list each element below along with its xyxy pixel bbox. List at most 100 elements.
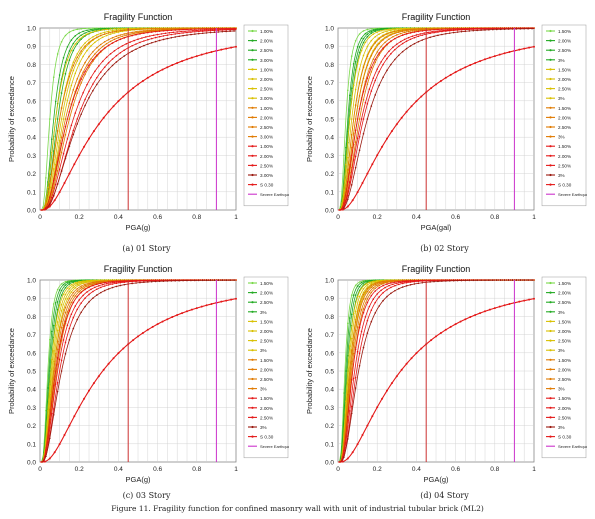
series-point bbox=[86, 281, 88, 284]
series-point bbox=[346, 205, 349, 208]
y-tick-label: 0.1 bbox=[325, 189, 334, 196]
series-point bbox=[188, 30, 190, 32]
series-point bbox=[382, 299, 384, 302]
series-point bbox=[362, 291, 365, 294]
series-point bbox=[107, 362, 110, 365]
series-point bbox=[209, 279, 212, 282]
series-point bbox=[72, 129, 75, 132]
series-point bbox=[80, 311, 82, 314]
series-point bbox=[225, 29, 227, 31]
series-point bbox=[60, 136, 63, 139]
series-point bbox=[354, 348, 357, 351]
series-point bbox=[56, 183, 59, 185]
x-tick-label: 0 bbox=[38, 214, 42, 221]
legend-label: 2.00% bbox=[558, 154, 571, 159]
series-point bbox=[419, 33, 422, 35]
series-point bbox=[459, 68, 462, 71]
series-point bbox=[437, 280, 439, 283]
legend-marker bbox=[549, 349, 552, 352]
series-point bbox=[354, 387, 357, 389]
series-point bbox=[382, 284, 384, 287]
series-point bbox=[415, 34, 418, 36]
series-point bbox=[368, 88, 371, 90]
series-point bbox=[143, 40, 145, 42]
series-point bbox=[493, 307, 496, 310]
series-point bbox=[147, 279, 149, 282]
legend-label: 3% bbox=[260, 387, 267, 392]
series-point bbox=[150, 27, 153, 30]
series-point bbox=[464, 30, 467, 33]
series-point bbox=[54, 301, 57, 304]
series-point bbox=[147, 31, 149, 34]
series-point bbox=[68, 281, 71, 284]
x-tick-label: 0.8 bbox=[192, 466, 201, 473]
series-point bbox=[229, 279, 231, 281]
series-point bbox=[131, 34, 133, 37]
series-point bbox=[62, 293, 65, 295]
series-point bbox=[390, 29, 392, 32]
series-point bbox=[413, 280, 416, 283]
series-point bbox=[378, 284, 380, 287]
series-point bbox=[166, 66, 169, 69]
series-point bbox=[150, 280, 153, 283]
x-tick-label: 0.4 bbox=[412, 466, 421, 473]
legend-label: 2.50% bbox=[260, 125, 273, 130]
series-point bbox=[399, 281, 402, 284]
series-point bbox=[63, 434, 66, 437]
series-point bbox=[368, 68, 371, 70]
series-point bbox=[445, 32, 447, 35]
series-point bbox=[413, 31, 416, 33]
series-point bbox=[52, 408, 55, 410]
series-point bbox=[415, 100, 418, 103]
series-point bbox=[370, 105, 373, 107]
series-point bbox=[148, 35, 151, 37]
series-point bbox=[111, 64, 114, 67]
series-point bbox=[201, 30, 204, 32]
series-point bbox=[354, 88, 357, 91]
series-point bbox=[73, 415, 76, 418]
series-point bbox=[498, 53, 501, 56]
series-point bbox=[143, 281, 145, 284]
series-point bbox=[433, 280, 435, 283]
x-tick-label: 0.6 bbox=[153, 466, 162, 473]
series-point bbox=[488, 308, 491, 311]
series-point bbox=[84, 283, 86, 286]
series-point bbox=[115, 285, 118, 288]
series-point bbox=[378, 296, 380, 298]
series-point bbox=[420, 347, 423, 350]
series-point bbox=[437, 34, 439, 37]
series-point bbox=[182, 34, 184, 37]
series-point bbox=[58, 168, 61, 170]
series-point bbox=[376, 406, 379, 409]
series-point bbox=[76, 28, 79, 31]
series-point bbox=[382, 47, 384, 49]
y-axis-label: Probability of exceedance bbox=[305, 328, 314, 414]
series-point bbox=[421, 280, 424, 282]
series-point bbox=[390, 292, 392, 295]
series-point bbox=[356, 295, 359, 298]
series-point bbox=[60, 294, 63, 296]
series-point bbox=[400, 116, 403, 119]
x-tick-label: 0.6 bbox=[153, 214, 162, 221]
series-point bbox=[420, 95, 423, 98]
series-point bbox=[105, 28, 108, 31]
legend-marker bbox=[251, 87, 254, 90]
series-point bbox=[64, 286, 67, 289]
series-point bbox=[80, 82, 82, 84]
series-point bbox=[117, 36, 120, 39]
series-point bbox=[164, 32, 167, 35]
series-point bbox=[54, 383, 57, 385]
series-point bbox=[217, 279, 220, 282]
series-point bbox=[196, 29, 198, 32]
series-point bbox=[62, 283, 65, 286]
series-point bbox=[145, 30, 147, 33]
series-point bbox=[441, 28, 443, 31]
series-point bbox=[80, 46, 82, 49]
series-point bbox=[78, 284, 80, 286]
series-point bbox=[364, 280, 367, 282]
x-tick-label: 0.4 bbox=[412, 214, 421, 221]
series-point bbox=[103, 285, 106, 287]
series-point bbox=[174, 279, 177, 282]
series-point bbox=[341, 460, 344, 463]
series-point bbox=[88, 283, 90, 285]
